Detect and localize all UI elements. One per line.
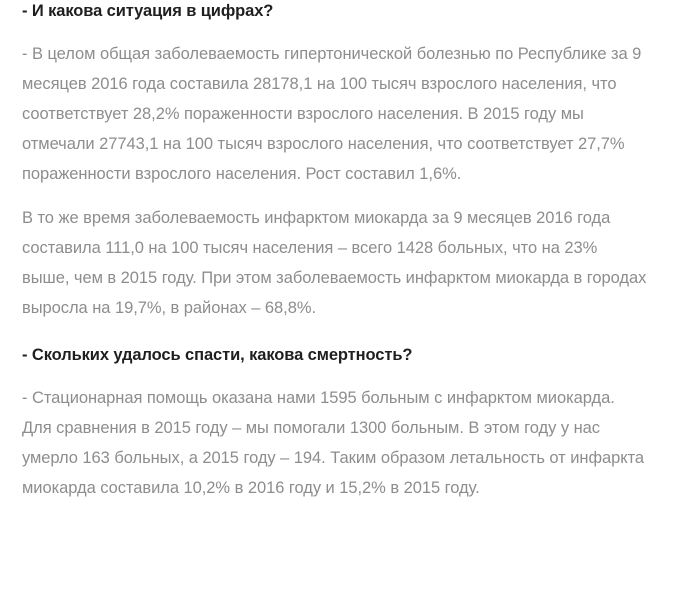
spacer: [22, 365, 648, 383]
answer-paragraph-2: В то же время заболеваемость инфарктом м…: [22, 209, 647, 317]
answer-paragraph-3: - Стационарная помощь оказана нами 1595 …: [22, 389, 645, 497]
question-heading-1: - И какова ситуация в цифрах?: [22, 2, 274, 20]
article-body: - И какова ситуация в цифрах? - В целом …: [22, 2, 648, 497]
answer-paragraph-1: - В целом общая заболеваемость гипертони…: [22, 45, 642, 183]
spacer: [22, 21, 648, 39]
question-heading-2: - Скольких удалось спасти, какова смертн…: [22, 346, 413, 364]
spacer: [22, 323, 648, 345]
spacer: [22, 189, 648, 203]
